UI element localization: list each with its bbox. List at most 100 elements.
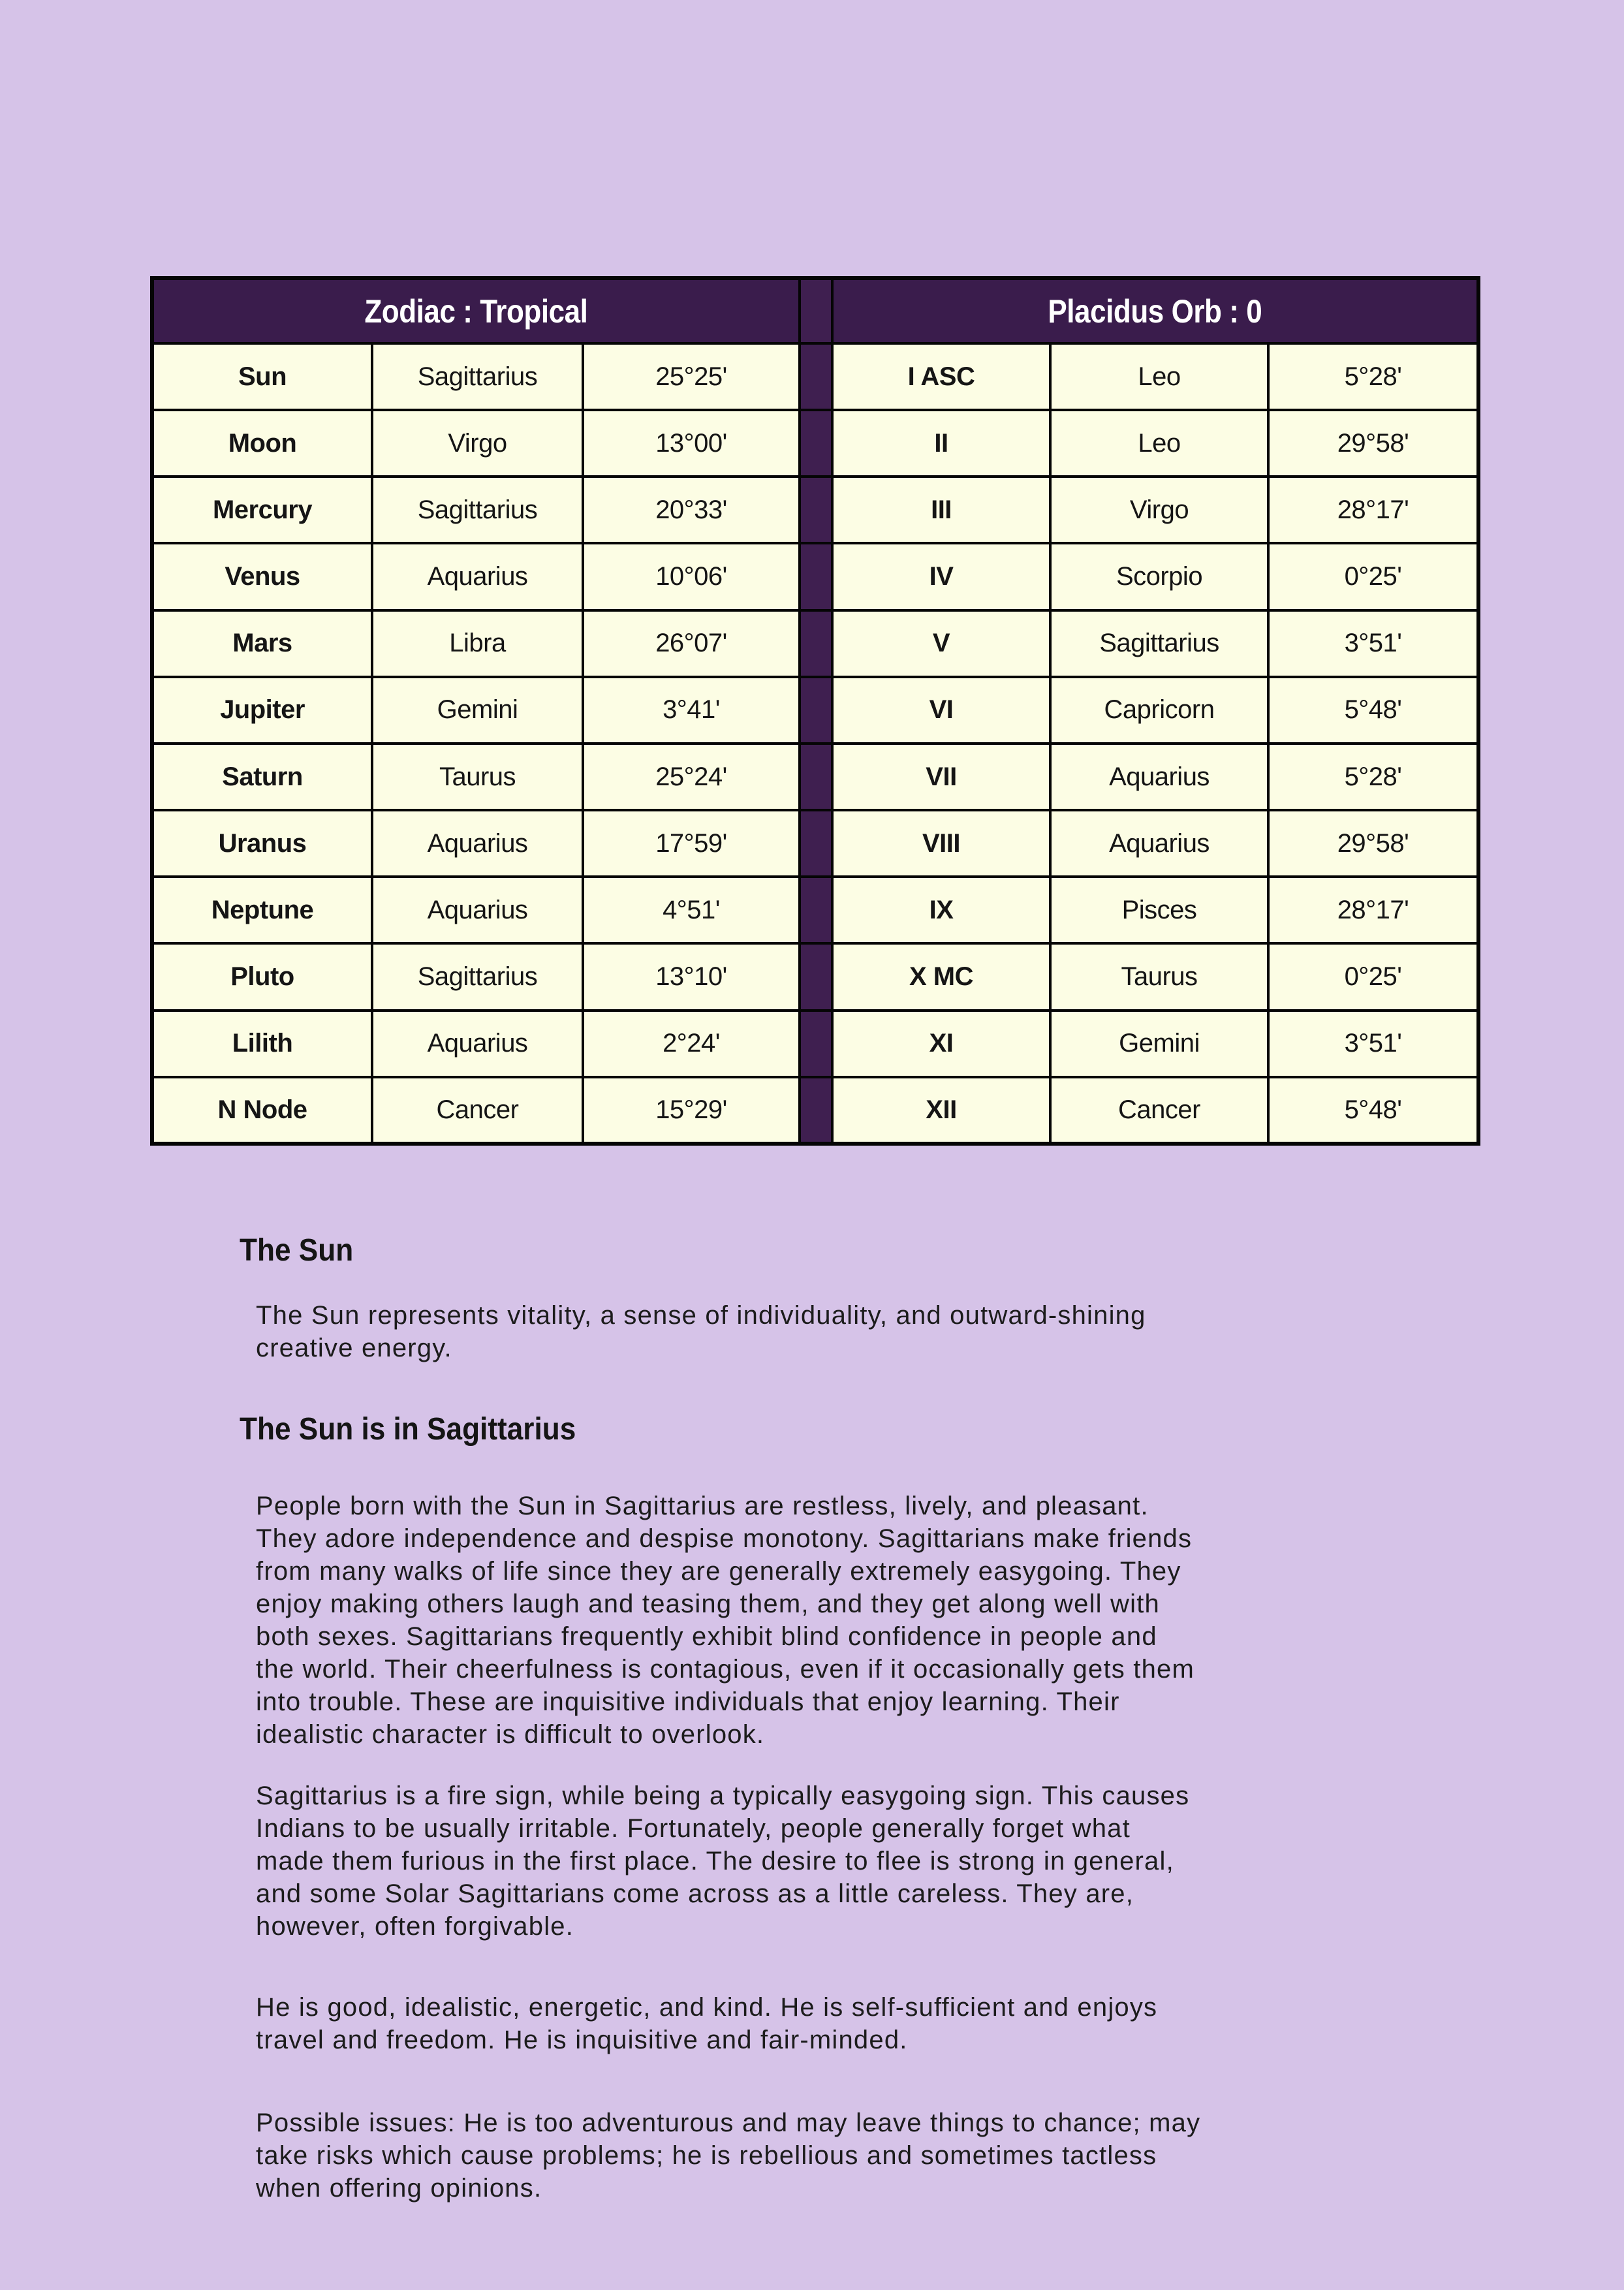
- house-sign: Leo: [1049, 409, 1270, 478]
- divider-cell: [798, 809, 834, 879]
- house-name: I ASC: [831, 341, 1052, 412]
- house-name: XI: [831, 1009, 1052, 1078]
- planet-sign: Libra: [371, 608, 584, 678]
- possible-issues-paragraph: Possible issues: He is too adventurous a…: [256, 2109, 1201, 2203]
- house-sign: Capricorn: [1049, 675, 1270, 745]
- planet-degree: 13°00': [582, 409, 801, 478]
- house-degree: 3°51': [1267, 608, 1480, 678]
- divider-cell: [798, 409, 834, 478]
- sagittarius-traits-paragraph: People born with the Sun in Sagittarius …: [256, 1492, 1195, 1749]
- planet-degree: 2°24': [582, 1009, 801, 1078]
- planet-degree: 26°07': [582, 608, 801, 678]
- placidus-table-header-label: Placidus Orb : 0: [1048, 292, 1262, 330]
- table-row: Mercury Sagittarius 20°33' III Virgo 28°17': [151, 475, 1480, 545]
- house-sign: Aquarius: [1049, 742, 1270, 812]
- house-sign: Leo: [1049, 341, 1270, 412]
- house-name: X MC: [831, 942, 1052, 1012]
- house-degree: 5°28': [1267, 341, 1480, 412]
- astrology-table: Zodiac : Tropical Placidus Orb : 0 Sun Sa…: [150, 276, 1480, 1146]
- divider-cell: [798, 942, 834, 1012]
- planet-name: Neptune: [151, 875, 373, 945]
- placidus-table-header: Placidus Orb : 0: [831, 277, 1480, 345]
- planet-sign: Aquarius: [371, 1009, 584, 1078]
- planet-sign: Sagittarius: [371, 475, 584, 545]
- planet-sign: Sagittarius: [371, 341, 584, 412]
- divider-cell: [798, 475, 834, 545]
- table-row: Moon Virgo 13°00' II Leo 29°58': [151, 409, 1480, 478]
- section-heading-sun-in-sagittarius: The Sun is in Sagittarius: [240, 1412, 576, 1447]
- planet-sign: Cancer: [371, 1075, 584, 1146]
- house-name: IV: [831, 542, 1052, 612]
- planet-sign: Aquarius: [371, 809, 584, 879]
- divider-cell: [798, 1075, 834, 1146]
- house-degree: 5°48': [1267, 1075, 1480, 1146]
- table-row: Pluto Sagittarius 13°10' X MC Taurus 0°25': [151, 942, 1480, 1012]
- house-sign: Gemini: [1049, 1009, 1270, 1078]
- planet-sign: Gemini: [371, 675, 584, 745]
- planet-degree: 25°25': [582, 341, 801, 412]
- divider-cell: [798, 542, 834, 612]
- zodiac-table-header-label: Zodiac : Tropical: [364, 292, 588, 330]
- table-row: Uranus Aquarius 17°59' VIII Aquarius 29°58': [151, 809, 1480, 879]
- section-heading-the-sun: The Sun: [240, 1233, 354, 1268]
- planet-name: Uranus: [151, 809, 373, 879]
- planet-degree: 25°24': [582, 742, 801, 812]
- table-header-row: Zodiac : Tropical Placidus Orb : 0: [151, 277, 1480, 345]
- house-degree: 5°28': [1267, 742, 1480, 812]
- house-sign: Virgo: [1049, 475, 1270, 545]
- divider-cell: [798, 875, 834, 945]
- house-degree: 5°48': [1267, 675, 1480, 745]
- house-sign: Cancer: [1049, 1075, 1270, 1146]
- house-sign: Pisces: [1049, 875, 1270, 945]
- planet-name: Mercury: [151, 475, 373, 545]
- planet-name: N Node: [151, 1075, 373, 1146]
- house-sign: Aquarius: [1049, 809, 1270, 879]
- planet-name: Saturn: [151, 742, 373, 812]
- planet-name: Mars: [151, 608, 373, 678]
- table-row: Neptune Aquarius 4°51' IX Pisces 28°17': [151, 875, 1480, 945]
- house-degree: 28°17': [1267, 475, 1480, 545]
- table-row: N Node Cancer 15°29' XII Cancer 5°48': [151, 1075, 1480, 1146]
- divider-cell: [798, 675, 834, 745]
- planet-sign: Virgo: [371, 409, 584, 478]
- house-degree: 3°51': [1267, 1009, 1480, 1078]
- planet-sign: Aquarius: [371, 875, 584, 945]
- fire-sign-paragraph: Sagittarius is a fire sign, while being …: [256, 1781, 1190, 1941]
- divider-cell: [798, 341, 834, 412]
- positive-qualities-paragraph: He is good, idealistic, energetic, and k…: [256, 1993, 1158, 2054]
- house-degree: 28°17': [1267, 875, 1480, 945]
- table-row: Saturn Taurus 25°24' VII Aquarius 5°28': [151, 742, 1480, 812]
- divider-cell: [798, 608, 834, 678]
- house-sign: Taurus: [1049, 942, 1270, 1012]
- house-name: V: [831, 608, 1052, 678]
- planet-degree: 4°51': [582, 875, 801, 945]
- table-row: Lilith Aquarius 2°24' XI Gemini 3°51': [151, 1009, 1480, 1078]
- sun-intro-paragraph: The Sun represents vitality, a sense of …: [256, 1301, 1146, 1362]
- house-degree: 29°58': [1267, 809, 1480, 879]
- planet-degree: 20°33': [582, 475, 801, 545]
- house-sign: Scorpio: [1049, 542, 1270, 612]
- planet-degree: 17°59': [582, 809, 801, 879]
- zodiac-table-header: Zodiac : Tropical: [151, 277, 801, 345]
- planet-sign: Sagittarius: [371, 942, 584, 1012]
- table-divider: [798, 277, 834, 345]
- planet-degree: 15°29': [582, 1075, 801, 1146]
- planet-sign: Aquarius: [371, 542, 584, 612]
- house-name: VI: [831, 675, 1052, 745]
- divider-cell: [798, 1009, 834, 1078]
- planet-name: Sun: [151, 341, 373, 412]
- house-name: IX: [831, 875, 1052, 945]
- planet-sign: Taurus: [371, 742, 584, 812]
- house-name: II: [831, 409, 1052, 478]
- table-row: Sun Sagittarius 25°25' I ASC Leo 5°28': [151, 341, 1480, 412]
- planet-name: Jupiter: [151, 675, 373, 745]
- planet-degree: 3°41': [582, 675, 801, 745]
- table-body: Sun Sagittarius 25°25' I ASC Leo 5°28' Moon Vir…: [151, 341, 1480, 1146]
- table-row: Venus Aquarius 10°06' IV Scorpio 0°25': [151, 542, 1480, 612]
- house-sign: Sagittarius: [1049, 608, 1270, 678]
- table-row: Mars Libra 26°07' V Sagittarius 3°51': [151, 608, 1480, 678]
- house-name: VII: [831, 742, 1052, 812]
- planet-name: Lilith: [151, 1009, 373, 1078]
- planet-degree: 10°06': [582, 542, 801, 612]
